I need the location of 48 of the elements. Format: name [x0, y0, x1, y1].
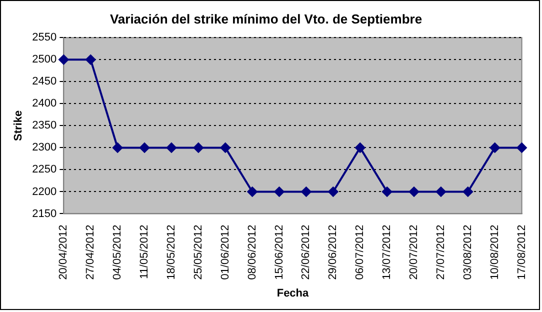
- x-axis-title: Fecha: [276, 287, 310, 300]
- x-tick-label: 10/08/2012: [488, 224, 501, 280]
- y-tick-label: 2250: [32, 164, 57, 176]
- y-tick-label: 2550: [32, 32, 57, 44]
- x-tick-label: 04/05/2012: [112, 224, 124, 280]
- point: [166, 142, 176, 153]
- y-axis-title: Strike: [12, 110, 25, 141]
- x-tick-label: 27/07/2012: [434, 224, 447, 280]
- x-tick-label: 08/06/2012: [246, 224, 258, 280]
- point: [462, 186, 473, 197]
- x-tick-label: 13/07/2012: [381, 224, 394, 280]
- x-tick-label: 25/05/2012: [192, 224, 204, 280]
- chart-title: Variación del strike mínimo del Vto. de Septiembre: [110, 11, 422, 26]
- point: [409, 186, 420, 197]
- y-tick-label: 2400: [32, 98, 57, 110]
- y-tick-label: 2350: [32, 120, 57, 132]
- x-tick-label: 29/06/2012: [327, 224, 340, 280]
- point: [328, 186, 338, 197]
- x-tick-label: 06/07/2012: [354, 224, 366, 280]
- y-tick-label: 2450: [32, 76, 57, 88]
- point: [193, 142, 204, 153]
- y-tick-label: 2200: [32, 186, 57, 198]
- point: [247, 186, 258, 197]
- point: [301, 186, 312, 197]
- x-tick-label: 17/08/2012: [516, 224, 528, 280]
- x-tick-label: 27/04/2012: [84, 224, 97, 280]
- point: [516, 142, 527, 153]
- x-tick-label: 15/06/2012: [273, 224, 286, 280]
- x-tick-label: 01/06/2012: [219, 224, 232, 280]
- point: [436, 186, 446, 197]
- y-tick-label: 2500: [32, 54, 57, 66]
- y-tick-label: 2300: [32, 142, 57, 154]
- point: [274, 186, 284, 197]
- point: [355, 142, 366, 153]
- point: [490, 142, 500, 153]
- x-tick-label: 03/08/2012: [462, 224, 474, 280]
- x-tick-label: 18/05/2012: [165, 224, 178, 280]
- x-tick-label: 20/04/2012: [58, 224, 70, 280]
- x-tick-label: 20/07/2012: [408, 224, 420, 280]
- point: [140, 142, 150, 153]
- point: [220, 142, 230, 153]
- x-tick-label: 22/06/2012: [300, 224, 312, 280]
- point: [86, 54, 96, 65]
- point: [382, 186, 392, 197]
- point: [58, 54, 69, 65]
- x-tick-label: 11/05/2012: [138, 224, 151, 279]
- point: [112, 142, 123, 153]
- y-tick-label: 2150: [32, 208, 57, 220]
